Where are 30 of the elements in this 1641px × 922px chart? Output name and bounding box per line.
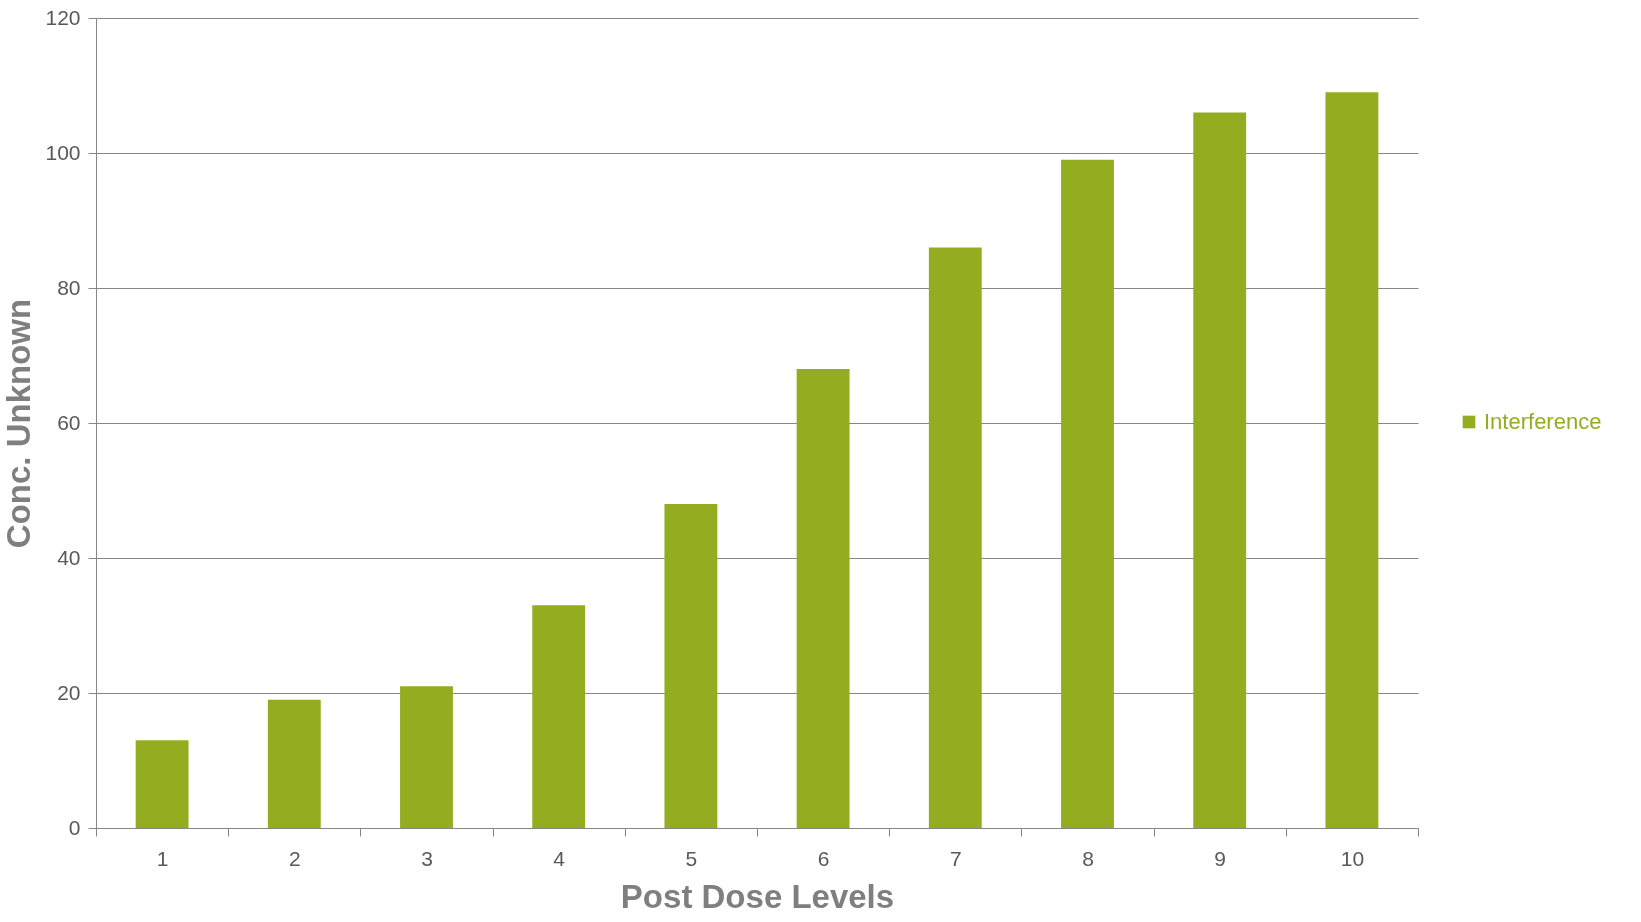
bar (1061, 159, 1114, 828)
y-tick-label: 0 (68, 815, 81, 839)
x-tick-label: 10 (1340, 846, 1365, 870)
bar (664, 504, 718, 828)
y-tick-label: 20 (57, 680, 81, 704)
x-tick-label: 7 (949, 846, 962, 870)
y-tick-label: 60 (57, 410, 81, 434)
y-tick-label: 120 (45, 5, 81, 29)
x-tick-label: 5 (685, 846, 698, 870)
x-tick-label: 1 (156, 846, 169, 870)
y-axis-title: Conc. Unknown (0, 298, 38, 549)
x-tick-label: 4 (553, 846, 566, 870)
x-tick-label: 8 (1082, 846, 1094, 870)
bar (532, 605, 586, 828)
x-tick-label: 2 (288, 846, 301, 870)
legend-label: Interference (1484, 409, 1602, 434)
bar (267, 699, 321, 828)
y-tick-label: 100 (45, 140, 81, 164)
bar (1325, 92, 1379, 828)
x-tick-label: 3 (421, 846, 433, 870)
x-tick-label: 6 (817, 846, 830, 870)
bar (400, 686, 453, 828)
x-axis-title: Post Dose Levels (620, 877, 895, 915)
y-tick-label: 40 (57, 545, 81, 569)
bar (928, 247, 982, 828)
bar (1193, 112, 1247, 828)
x-tick-label: 9 (1214, 846, 1227, 870)
bar (796, 369, 850, 828)
bar (135, 740, 189, 828)
y-tick-label: 80 (57, 275, 81, 299)
